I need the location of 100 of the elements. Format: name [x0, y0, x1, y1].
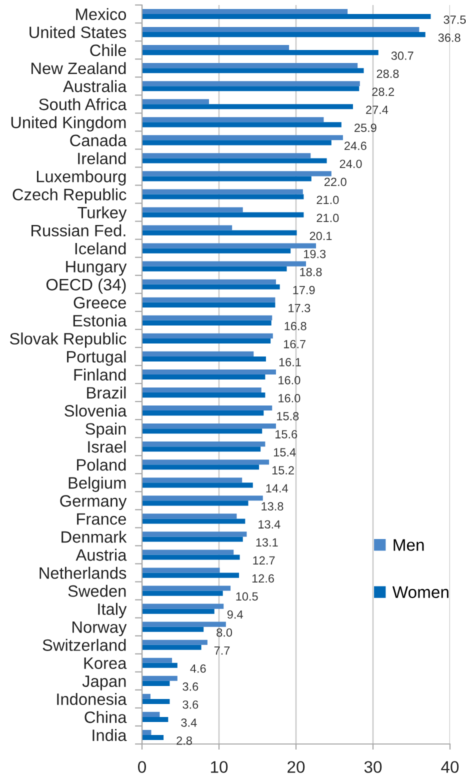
- bar: [142, 369, 276, 374]
- y-tick-label: Netherlands: [40, 566, 126, 579]
- data-label: 12.7: [253, 556, 275, 564]
- bar: [142, 554, 240, 560]
- data-label: 13.1: [256, 538, 278, 547]
- data-label: 17.9: [293, 286, 315, 294]
- bar: [142, 99, 209, 104]
- data-label: 10.5: [236, 592, 258, 601]
- bar: [142, 496, 263, 501]
- bar: [142, 712, 160, 717]
- y-tick-label: South Africa: [39, 98, 127, 110]
- bar: [142, 212, 304, 218]
- y-tick-label: France: [77, 513, 126, 525]
- y-tick-label: Chile: [90, 44, 126, 56]
- bar: [142, 410, 264, 416]
- y-tick-label: United Kingdom: [11, 116, 126, 132]
- data-label: 36.8: [438, 34, 460, 42]
- bar: [142, 86, 360, 92]
- bar: [142, 586, 231, 591]
- data-label: 28.8: [376, 70, 399, 78]
- data-label: 3.4: [181, 718, 197, 727]
- bar: [142, 50, 378, 56]
- bar: [142, 14, 431, 20]
- bar: [142, 536, 243, 542]
- bar: [142, 8, 348, 14]
- y-tick-label: Norway: [72, 622, 127, 636]
- bar: [142, 604, 224, 609]
- bar: [142, 284, 280, 290]
- bar: [142, 622, 226, 627]
- y-tick-label: Hungary: [66, 261, 127, 276]
- bar: [142, 644, 202, 650]
- bar: [142, 550, 234, 555]
- y-tick-label: Sweden: [68, 584, 126, 597]
- bar: [142, 171, 332, 176]
- bar: [142, 248, 291, 254]
- bar: [142, 207, 243, 212]
- bar: [142, 333, 273, 338]
- data-label: 37.5: [444, 16, 466, 24]
- bar: [142, 514, 237, 519]
- bar: [142, 518, 246, 524]
- data-label: 16.1: [279, 358, 301, 366]
- data-label: 13.8: [262, 502, 284, 511]
- y-tick-label: Poland: [77, 458, 126, 471]
- bar: [142, 680, 170, 686]
- data-label: 13.4: [258, 520, 280, 529]
- bar: [142, 194, 304, 200]
- bar: [142, 135, 343, 140]
- data-label: 16.0: [278, 376, 300, 384]
- y-tick-label: Brazil: [87, 386, 126, 399]
- y-tick-label: Israel: [88, 440, 126, 453]
- y-tick-label: OECD (34): [46, 278, 126, 294]
- bar: [142, 658, 172, 663]
- bar: [142, 500, 248, 506]
- y-tick-label: Canada: [70, 134, 127, 146]
- y-tick-label: Luxembourg: [36, 170, 126, 186]
- bar: [142, 464, 260, 470]
- data-label: 30.7: [391, 52, 414, 60]
- data-label: 27.4: [366, 106, 388, 114]
- data-label: 17.3: [288, 304, 310, 312]
- bar: [142, 428, 262, 434]
- data-label: 15.2: [272, 466, 294, 474]
- bar: [142, 478, 242, 483]
- bar: [142, 279, 276, 284]
- bar: [142, 297, 276, 302]
- y-tick-label: Iceland: [75, 242, 126, 254]
- y-tick-label: Portugal: [67, 350, 126, 366]
- bar: [142, 734, 164, 740]
- bar: [142, 532, 247, 537]
- bar: [142, 662, 178, 668]
- bar: [142, 153, 311, 158]
- y-tick-label: Turkey: [78, 206, 127, 222]
- bar: [142, 442, 266, 447]
- data-label: 21.0: [316, 214, 339, 222]
- y-tick-label: Korea: [84, 658, 127, 669]
- data-label: 12.6: [252, 574, 274, 583]
- bar: [142, 590, 223, 596]
- bar: [142, 482, 253, 488]
- bar: [142, 261, 306, 266]
- y-tick-label: New Zealand: [32, 62, 126, 74]
- bar: [142, 608, 214, 614]
- bar: [142, 387, 262, 393]
- x-tick-label: 30: [364, 761, 382, 773]
- bar: [142, 338, 271, 344]
- bar: [142, 694, 150, 699]
- bar: [142, 68, 364, 74]
- y-tick-label: Spain: [86, 422, 126, 438]
- data-label: 4.6: [190, 664, 206, 673]
- bar: [142, 104, 353, 110]
- bar: [142, 230, 297, 236]
- data-label: 8.0: [216, 628, 232, 637]
- y-tick-label: Switzerland: [42, 638, 126, 651]
- bar: [142, 117, 324, 122]
- data-label: 3.6: [182, 700, 198, 709]
- bar: [142, 266, 287, 272]
- data-label: 14.4: [266, 484, 288, 492]
- bar: [142, 446, 261, 452]
- y-tick-label: Russian Fed.: [32, 224, 126, 236]
- bar: [142, 568, 220, 573]
- y-tick-label: Slovak Republic: [10, 332, 126, 348]
- data-label: 25.9: [354, 124, 376, 132]
